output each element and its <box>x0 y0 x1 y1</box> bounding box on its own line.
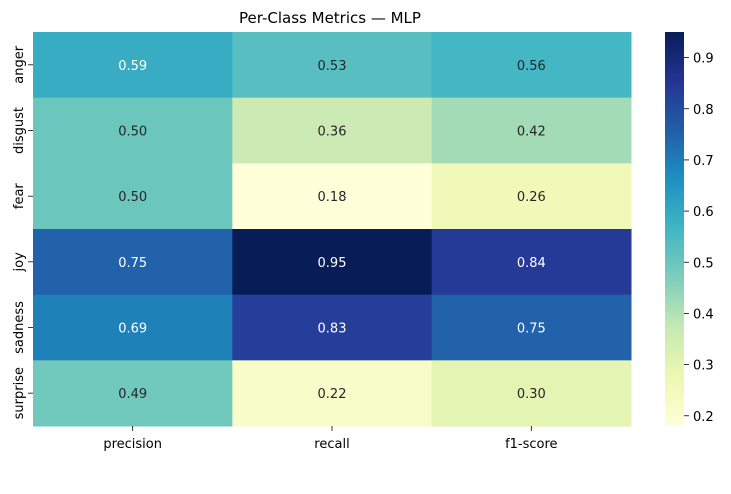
chart-title: Per-Class Metrics — MLP <box>239 9 421 27</box>
colorbar-tick-label: 0.5 <box>693 256 714 271</box>
heatmap-value-labels: 0.59 0.53 0.56 0.50 0.36 0.42 0.50 0.18 0.26 0.75… <box>118 59 546 402</box>
cell-value-label: 0.75 <box>517 322 546 337</box>
cell-value-label: 0.36 <box>318 125 347 140</box>
cell-value-label: 0.50 <box>118 125 147 140</box>
cell-value-label: 0.50 <box>118 190 147 205</box>
cell-value-label: 0.42 <box>517 125 546 140</box>
heatmap-cell <box>33 32 233 99</box>
cell-value-label: 0.22 <box>318 387 347 402</box>
cell-value-label: 0.18 <box>318 190 347 205</box>
heatmap-cell <box>33 229 233 296</box>
colorbar: 0.2 0.3 0.4 0.5 0.6 0.7 0.8 0.9 <box>665 32 714 426</box>
y-tick-label: anger <box>12 45 27 83</box>
y-tick-label: surprise <box>12 367 27 419</box>
colorbar-tick-label: 0.7 <box>693 154 714 169</box>
heatmap-cell <box>232 360 433 427</box>
cell-value-label: 0.56 <box>517 59 546 74</box>
cell-value-label: 0.53 <box>318 59 347 74</box>
colorbar-tick-label: 0.3 <box>693 359 714 374</box>
heatmap-cell <box>431 229 632 296</box>
colorbar-tick-label: 0.2 <box>693 410 714 425</box>
heatmap-cell <box>33 163 233 230</box>
y-tick-label: sadness <box>12 301 27 354</box>
y-axis: anger disgust fear joy sadness surprise <box>12 45 33 419</box>
y-tick-label: disgust <box>12 107 27 154</box>
heatmap-cell <box>232 294 433 361</box>
x-tick-label: f1-score <box>505 437 557 452</box>
x-tick-label: recall <box>314 437 349 452</box>
cell-value-label: 0.49 <box>118 387 147 402</box>
cell-value-label: 0.84 <box>517 256 546 271</box>
colorbar-tick-label: 0.8 <box>693 103 714 118</box>
heatmap-cell <box>431 97 632 164</box>
heatmap-cell <box>431 163 632 230</box>
cell-value-label: 0.75 <box>118 256 147 271</box>
y-tick-label: fear <box>12 183 27 210</box>
cell-value-label: 0.59 <box>118 59 147 74</box>
x-tick-label: precision <box>103 437 162 452</box>
heatmap-cell <box>232 163 433 230</box>
cell-value-label: 0.30 <box>517 387 546 402</box>
y-tick-label: joy <box>12 252 27 273</box>
heatmap-cell <box>431 294 632 361</box>
colorbar-tick-label: 0.9 <box>693 52 714 67</box>
heatmap-cell <box>431 32 632 99</box>
heatmap-cell <box>232 229 433 296</box>
x-axis: precision recall f1-score <box>103 426 558 452</box>
cell-value-label: 0.83 <box>318 322 347 337</box>
cell-value-label: 0.26 <box>517 190 546 205</box>
colorbar-tick-label: 0.4 <box>693 307 714 322</box>
heatmap-cell <box>33 294 233 361</box>
colorbar-gradient <box>665 32 684 426</box>
heatmap-cell <box>232 32 433 99</box>
heatmap-cell <box>33 360 233 427</box>
cell-value-label: 0.95 <box>318 256 347 271</box>
heatmap-cell <box>33 97 233 164</box>
heatmap-cells <box>33 32 632 427</box>
colorbar-tick-label: 0.6 <box>693 205 714 220</box>
cell-value-label: 0.69 <box>118 322 147 337</box>
heatmap-cell <box>431 360 632 427</box>
heatmap-cell <box>232 97 433 164</box>
